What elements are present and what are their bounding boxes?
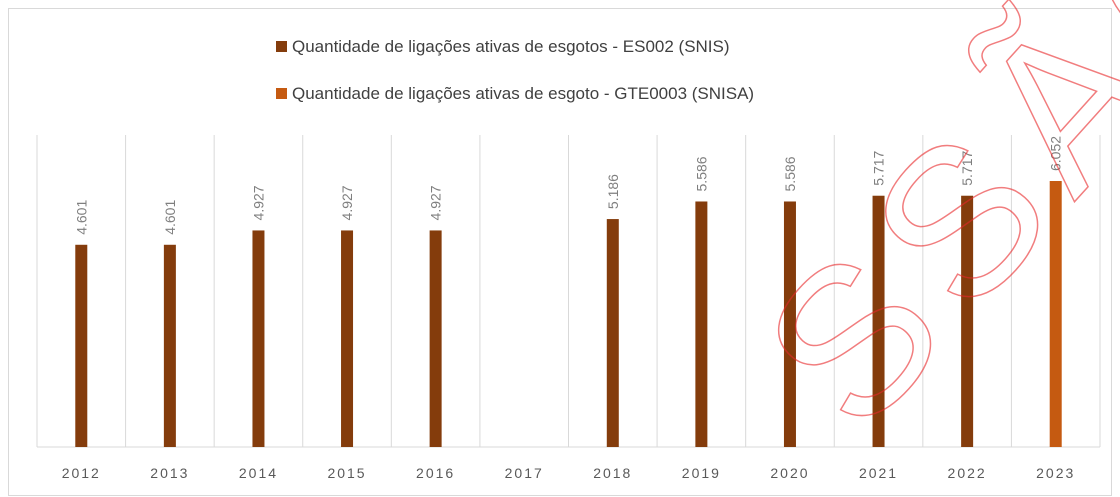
data-label: 5.586 [782, 156, 798, 191]
legend-swatch [276, 41, 287, 52]
x-tick-label: 2019 [682, 465, 721, 481]
x-tick-label: 2020 [770, 465, 809, 481]
x-tick-label: 2012 [62, 465, 101, 481]
bar [695, 201, 708, 447]
legend-swatch [276, 88, 287, 99]
x-tick-label: 2021 [859, 465, 898, 481]
data-label: 5.717 [871, 150, 887, 185]
bar [783, 201, 796, 447]
bar [429, 230, 442, 447]
data-label: 5.186 [605, 174, 621, 209]
data-label: 4.927 [339, 185, 355, 220]
bar [75, 244, 88, 447]
x-tick-label: 2014 [239, 465, 278, 481]
data-label: 4.927 [428, 185, 444, 220]
legend-label: Quantidade de ligações ativas de esgotos… [292, 37, 730, 56]
bar [341, 230, 354, 447]
bar [961, 195, 974, 447]
chart-frame [8, 8, 1112, 496]
data-label: 5.586 [693, 156, 709, 191]
x-tick-label: 2018 [593, 465, 632, 481]
data-label: 4.601 [73, 200, 89, 235]
data-label: 6.052 [1048, 136, 1064, 171]
data-label: 4.927 [250, 185, 266, 220]
x-tick-label: 2017 [505, 465, 544, 481]
x-tick-label: 2015 [327, 465, 366, 481]
x-tick-label: 2016 [416, 465, 455, 481]
bar [163, 244, 176, 447]
bar [606, 219, 619, 447]
x-tick-label: 2022 [948, 465, 987, 481]
bar [252, 230, 265, 447]
data-label: 5.717 [959, 150, 975, 185]
data-label: 4.601 [162, 200, 178, 235]
x-tick-label: 2013 [150, 465, 189, 481]
x-tick-label: 2023 [1036, 465, 1075, 481]
bar [872, 195, 885, 447]
legend-label: Quantidade de ligações ativas de esgoto … [292, 84, 754, 103]
bar [1049, 181, 1062, 447]
